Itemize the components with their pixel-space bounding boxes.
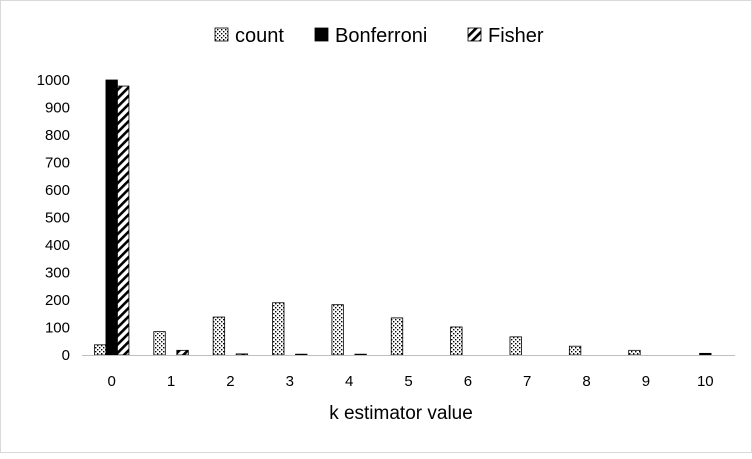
legend-swatch-bonferroni <box>314 27 329 42</box>
legend-label-fisher: Fisher <box>488 25 544 47</box>
y-tick-label: 400 <box>45 237 70 254</box>
x-tick-label: 6 <box>464 373 472 390</box>
y-tick-label: 200 <box>45 292 70 309</box>
bar-count-0 <box>94 344 107 356</box>
y-tick-label: 500 <box>45 210 70 227</box>
bar-count-3 <box>272 302 285 356</box>
x-tick-label: 0 <box>108 373 116 390</box>
y-tick-label: 800 <box>45 127 70 144</box>
y-tick-label: 1000 <box>37 72 70 89</box>
bar-fisher-2 <box>235 353 249 356</box>
y-tick-label: 900 <box>45 100 70 117</box>
bar-bonferroni-0 <box>105 79 118 356</box>
bar-count-9 <box>628 349 641 356</box>
x-tick-label: 8 <box>582 373 590 390</box>
x-axis: 0 1 2 3 4 5 6 7 8 9 10 <box>82 355 735 390</box>
bar-fisher-0 <box>117 85 130 356</box>
chart-legend: count Bonferroni Fisher <box>214 25 544 47</box>
bar-count-8 <box>568 345 582 356</box>
y-tick-label: 700 <box>45 155 70 172</box>
x-tick-label: 10 <box>697 373 714 390</box>
bar-count-1 <box>153 331 166 356</box>
legend-label-count: count <box>235 25 284 47</box>
legend-label-bonferroni: Bonferroni <box>335 25 427 47</box>
x-tick-label: 5 <box>404 373 412 390</box>
bar-fisher-3 <box>295 353 308 356</box>
x-tick-label: 3 <box>286 373 294 390</box>
y-tick-label: 600 <box>45 182 70 199</box>
x-tick-label: 4 <box>345 373 353 390</box>
legend-swatch-fisher <box>467 27 482 42</box>
x-tick-label: 1 <box>167 373 175 390</box>
bar-count-5 <box>390 317 404 356</box>
bar-fisher-1 <box>176 349 189 356</box>
y-axis: 0 100 200 300 400 500 600 700 800 900 1000 <box>37 72 70 364</box>
y-tick-label: 300 <box>45 265 70 282</box>
bars <box>94 79 712 356</box>
x-tick-label: 7 <box>523 373 531 390</box>
x-tick-label: 9 <box>642 373 650 390</box>
y-tick-label: 100 <box>45 320 70 337</box>
legend-swatch-count <box>214 27 229 42</box>
x-axis-title: k estimator value <box>329 403 473 424</box>
bar-count-4 <box>331 304 344 356</box>
bar-count-2 <box>212 316 226 356</box>
x-tick-label: 2 <box>226 373 234 390</box>
bar-fisher-4 <box>354 353 367 356</box>
bar-count-7 <box>509 336 522 356</box>
bar-bonferroni-10 <box>699 352 712 356</box>
bar-count-6 <box>450 326 463 356</box>
y-tick-label: 0 <box>62 347 70 364</box>
